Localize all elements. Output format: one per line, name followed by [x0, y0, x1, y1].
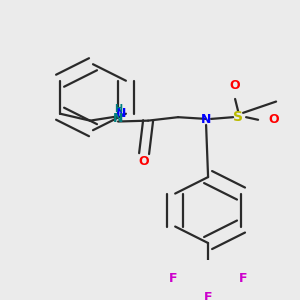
Text: S: S: [233, 110, 243, 124]
Text: N: N: [116, 107, 126, 120]
Text: F: F: [204, 291, 212, 300]
Text: F: F: [239, 272, 247, 285]
Text: O: O: [230, 80, 240, 92]
Text: F: F: [169, 272, 177, 285]
Text: O: O: [139, 155, 149, 168]
Text: O: O: [269, 113, 279, 126]
Text: N: N: [113, 112, 123, 125]
Text: N: N: [201, 113, 211, 126]
Text: H: H: [114, 104, 122, 114]
